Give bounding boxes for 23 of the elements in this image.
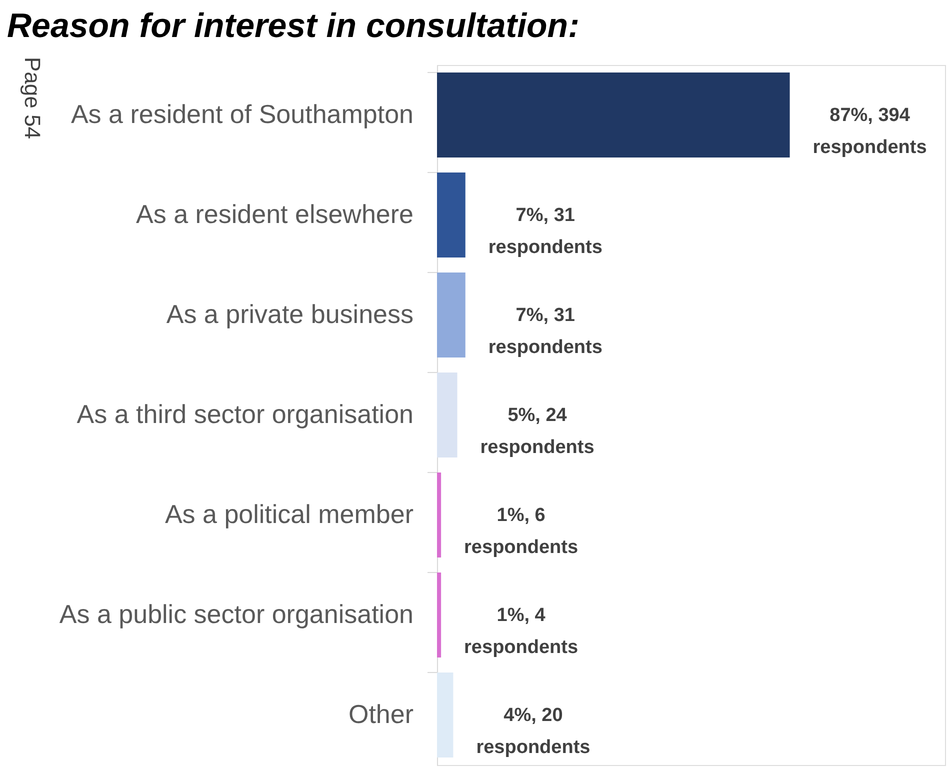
data-label: 87%, 394 respondents — [812, 105, 927, 158]
chart-title: Reason for interest in consultation: — [7, 7, 580, 45]
data-label: 7%, 31 respondents — [488, 205, 602, 258]
data-label: 5%, 24 respondents — [480, 405, 594, 458]
y-tick-label: As a public sector organisation — [59, 599, 414, 629]
bar — [437, 372, 458, 458]
bar — [437, 172, 466, 258]
data-label: 1%, 6 respondents — [464, 505, 578, 558]
bar — [437, 572, 442, 658]
y-tick-label: As a third sector organisation — [76, 399, 414, 429]
data-label: 7%, 31 respondents — [488, 305, 602, 358]
data-label: 1%, 4 respondents — [464, 605, 578, 658]
bar — [437, 72, 790, 158]
bar — [437, 672, 454, 758]
data-label: 4%, 20 respondents — [476, 705, 590, 758]
y-tick-label: As a resident of Southampton — [70, 99, 414, 129]
y-tick-label: As a political member — [164, 499, 414, 529]
y-tick-label: As a private business — [166, 299, 414, 329]
bar — [437, 472, 442, 558]
y-tick-label: As a resident elsewhere — [136, 199, 414, 229]
bar — [437, 272, 466, 358]
text: Page 54 — [20, 57, 45, 139]
y-tick-label: Other — [348, 699, 414, 729]
